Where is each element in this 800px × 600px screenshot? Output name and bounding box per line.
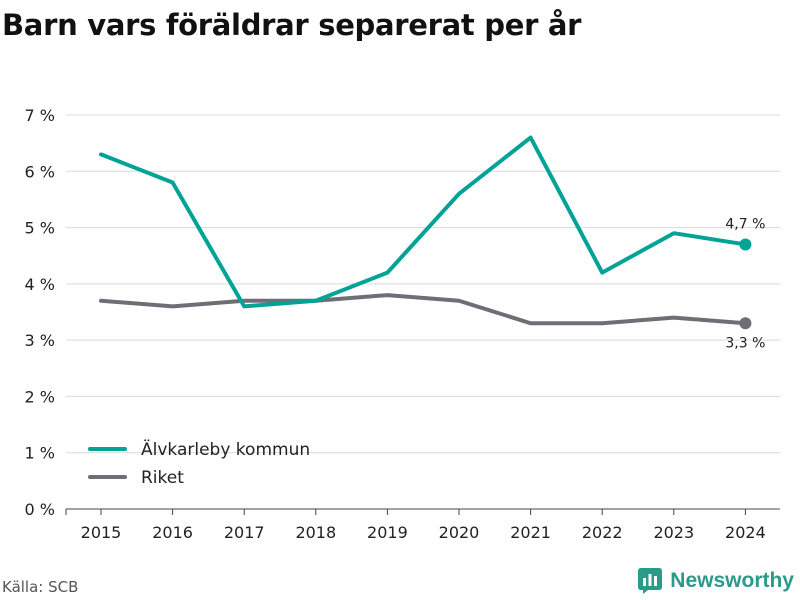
end-point-marker bbox=[739, 238, 752, 251]
x-tick-label: 2024 bbox=[725, 523, 766, 542]
y-tick-label: 1 % bbox=[25, 444, 55, 463]
end-value-label: 4,7 % bbox=[725, 216, 765, 232]
source-note: Källa: SCB bbox=[2, 578, 79, 596]
legend-label: Riket bbox=[141, 468, 184, 488]
x-tick-label: 2019 bbox=[367, 523, 408, 542]
y-tick-label: 0 % bbox=[25, 500, 55, 519]
x-tick-label: 2017 bbox=[224, 523, 265, 542]
x-tick-label: 2018 bbox=[295, 523, 336, 542]
y-tick-label: 7 % bbox=[25, 106, 55, 125]
y-tick-label: 6 % bbox=[25, 162, 55, 181]
chart-title: Barn vars föräldrar separerat per år bbox=[2, 8, 582, 42]
x-tick-label: 2016 bbox=[152, 523, 193, 542]
y-tick-label: 5 % bbox=[25, 219, 55, 238]
bar-chart-logo-icon bbox=[638, 568, 663, 594]
end-point-marker bbox=[739, 317, 752, 330]
brand-name: Newsworthy bbox=[670, 569, 794, 592]
x-axis-tick-labels: 2015 2016 2017 2018 2019 2020 2021 2022 2023 2024 bbox=[81, 523, 766, 542]
x-tick-label: 2021 bbox=[510, 523, 551, 542]
series-line bbox=[99, 293, 748, 326]
legend-label: Älvkarleby kommun bbox=[141, 439, 310, 460]
brand-logo: Newsworthy bbox=[638, 568, 794, 594]
y-axis-tick-labels: 0 % 1 % 2 % 3 % 4 % 5 % 6 % 7 % bbox=[25, 106, 55, 519]
x-tick-label: 2023 bbox=[653, 523, 694, 542]
y-tick-label: 4 % bbox=[25, 275, 55, 294]
legend: Älvkarleby kommun Riket bbox=[88, 439, 310, 488]
end-value-label: 3,3 % bbox=[725, 335, 765, 351]
series-lines bbox=[99, 135, 748, 326]
x-tick-label: 2015 bbox=[81, 523, 122, 542]
x-tick-label: 2020 bbox=[439, 523, 480, 542]
gridlines bbox=[65, 114, 780, 515]
y-tick-label: 3 % bbox=[25, 331, 55, 350]
x-tick-label: 2022 bbox=[582, 523, 623, 542]
line-chart: 0 %1 %2 %3 %4 %5 %6 %7 % 2015 2016 2017 201… bbox=[25, 106, 780, 542]
y-tick-label: 2 % bbox=[25, 387, 55, 406]
data-labels: 4,7 % 3,3 % bbox=[725, 216, 765, 351]
series-line bbox=[99, 135, 748, 309]
